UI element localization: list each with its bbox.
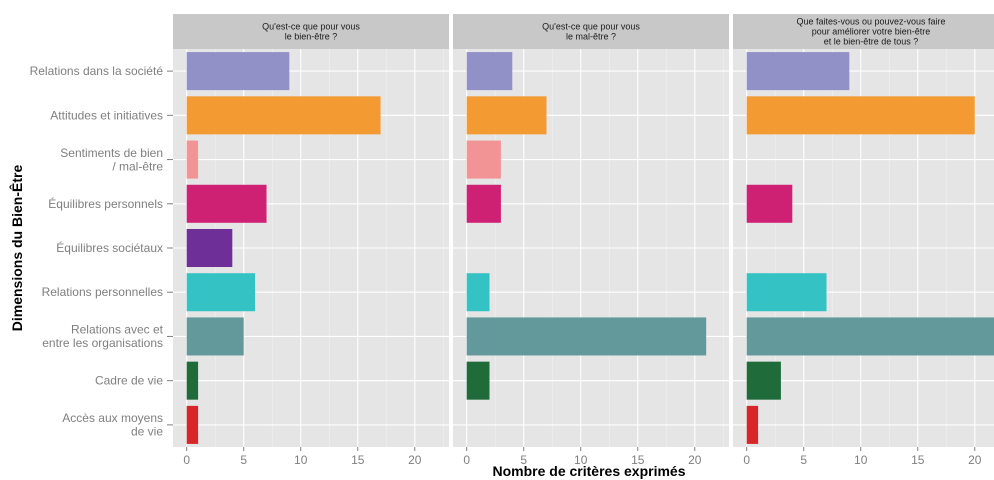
x-tick-label: 15	[351, 453, 365, 467]
bar	[186, 52, 290, 91]
bar	[466, 273, 490, 312]
x-tick-label: 10	[574, 453, 588, 467]
bar	[466, 52, 513, 91]
bar	[746, 52, 850, 91]
bar	[466, 96, 547, 135]
bar	[186, 361, 199, 400]
x-tick-label: 20	[968, 453, 982, 467]
category-label: Relations dans la société	[30, 64, 164, 78]
bar	[466, 317, 707, 356]
bar	[466, 184, 501, 223]
bar	[746, 361, 781, 400]
bar	[186, 273, 256, 312]
bar	[746, 273, 827, 312]
panel-title: Que faites-vous ou pouvez-vous faire pour…	[796, 17, 945, 47]
x-tick-label: 15	[911, 453, 925, 467]
bar	[186, 228, 233, 268]
panel-3: Que faites-vous ou pouvez-vous faire pour…	[733, 14, 994, 467]
category-label: Accès aux moyens de vie	[62, 411, 163, 439]
bar	[746, 405, 759, 444]
bar	[186, 140, 199, 179]
bar	[746, 184, 793, 223]
category-label: Relations personnelles	[42, 285, 163, 299]
bar	[466, 140, 501, 179]
category-labels: Relations dans la société Attitudes et in…	[30, 64, 173, 439]
panel-strip	[733, 14, 994, 49]
bar	[186, 184, 267, 223]
x-tick-label: 0	[183, 453, 190, 467]
bar	[186, 317, 244, 356]
x-tick-label: 0	[463, 453, 470, 467]
panel-1: Qu'est-ce que pour vous le bien-être ? 0 5 1…	[173, 14, 449, 467]
bar	[746, 317, 994, 356]
panel-strip	[173, 14, 449, 49]
chart-panels: Qu'est-ce que pour vous le bien-être ? 0 5 1…	[173, 14, 994, 467]
panel-2: Qu'est-ce que pour vous le mal-être ? 0 5 10…	[453, 14, 729, 467]
panel-strip	[453, 14, 729, 49]
category-label: Relations avec et entre les organisations	[42, 323, 163, 351]
x-tick-label: 20	[688, 453, 702, 467]
bar	[186, 96, 381, 135]
category-label: Sentiments de bien / mal-être	[60, 146, 163, 174]
x-tick-label: 10	[294, 453, 308, 467]
category-label: Attitudes et initiatives	[50, 108, 163, 122]
x-tick-label: 15	[631, 453, 645, 467]
bar	[746, 96, 975, 135]
y-axis-title: Dimensions du Bien-Être	[8, 165, 25, 332]
x-axis-title: Nombre de critères exprimés	[493, 463, 686, 479]
category-label: Cadre de vie	[95, 374, 163, 388]
panel-title: Qu'est-ce que pour vous le mal-être ?	[542, 22, 640, 42]
bar	[186, 405, 199, 444]
bar	[466, 361, 490, 400]
x-tick-label: 5	[520, 453, 527, 467]
x-tick-label: 5	[240, 453, 247, 467]
x-tick-label: 5	[800, 453, 807, 467]
x-tick-label: 20	[408, 453, 422, 467]
category-label: Équilibres personnels	[48, 196, 163, 211]
x-tick-label: 0	[743, 453, 750, 467]
panel-title: Qu'est-ce que pour vous le bien-être ?	[262, 22, 360, 42]
x-tick-label: 10	[854, 453, 868, 467]
category-label: Équilibres sociétaux	[56, 240, 163, 255]
